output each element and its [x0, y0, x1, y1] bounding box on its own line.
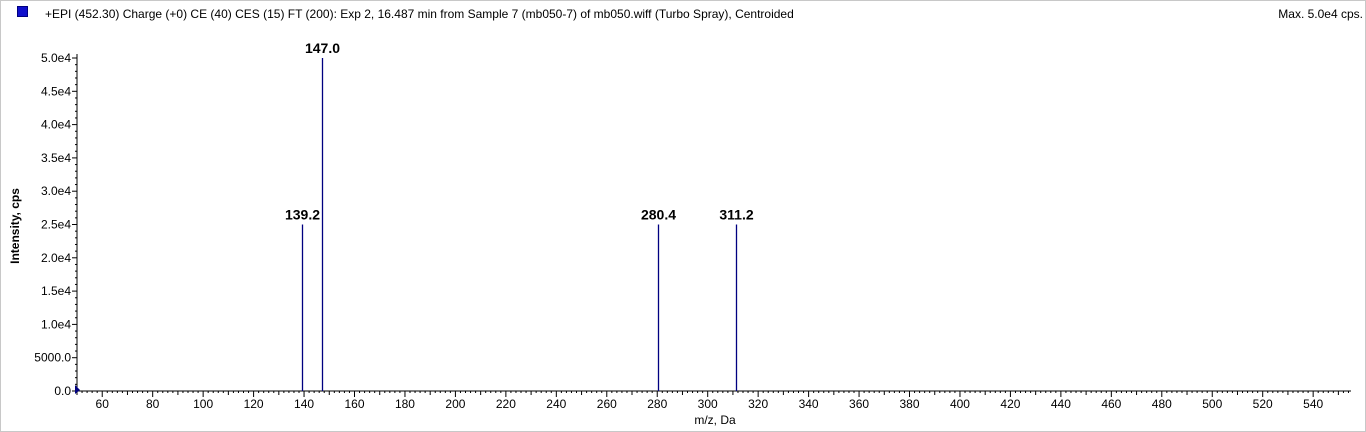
x-tick-label: 140	[294, 397, 314, 411]
x-axis-title: m/z, Da	[694, 413, 736, 427]
peaks: 139.2 147.0 280.4 311.2	[285, 40, 754, 391]
y-tick-label: 5000.0	[34, 351, 71, 365]
x-tick-label: 240	[546, 397, 566, 411]
x-tick-label: 80	[146, 397, 160, 411]
x-tick-label: 120	[244, 397, 264, 411]
y-tick-label: 3.0e4	[41, 184, 71, 198]
x-tick-label: 300	[698, 397, 718, 411]
x-tick-label: 380	[899, 397, 919, 411]
y-tick-label: 2.0e4	[41, 251, 71, 265]
x-tick-label: 340	[799, 397, 819, 411]
peak-label: 139.2	[285, 207, 320, 223]
y-tick-label: 3.5e4	[41, 151, 71, 165]
x-tick-label: 520	[1253, 397, 1273, 411]
origin-marker-icon	[75, 385, 80, 394]
y-tick-label: 4.0e4	[41, 118, 71, 132]
y-tick-label: 5.0e4	[41, 51, 71, 65]
spectrum-title: +EPI (452.30) Charge (+0) CE (40) CES (1…	[45, 7, 794, 21]
peak-label: 280.4	[641, 207, 676, 223]
axes: 60 80 100 120 140 160 180 200 220 240 260 280 300 320…	[34, 51, 1351, 411]
x-tick-label: 440	[1051, 397, 1071, 411]
x-tick-label: 160	[344, 397, 364, 411]
x-tick-label: 320	[748, 397, 768, 411]
x-tick-label: 540	[1303, 397, 1323, 411]
y-tick-label: 1.0e4	[41, 317, 71, 331]
y-axis-title: Intensity, cps	[8, 188, 22, 264]
x-tick-label: 280	[647, 397, 667, 411]
x-tick-label: 220	[496, 397, 516, 411]
spectrum-header: +EPI (452.30) Charge (+0) CE (40) CES (1…	[1, 1, 1366, 29]
x-tick-label: 60	[96, 397, 110, 411]
series-color-swatch[interactable]	[17, 6, 28, 17]
x-tick-label: 200	[445, 397, 465, 411]
y-tick-label: 4.5e4	[41, 84, 71, 98]
max-intensity-label: Max. 5.0e4 cps.	[1278, 7, 1363, 21]
x-tick-label: 360	[849, 397, 869, 411]
x-tick-label: 420	[1000, 397, 1020, 411]
x-tick-label: 480	[1152, 397, 1172, 411]
x-tick-label: 500	[1202, 397, 1222, 411]
x-tick-label: 400	[950, 397, 970, 411]
x-tick-label: 100	[193, 397, 213, 411]
x-tick-label: 460	[1101, 397, 1121, 411]
peak-label: 311.2	[719, 207, 753, 223]
x-tick-label: 260	[597, 397, 617, 411]
y-tick-label: 2.5e4	[41, 218, 71, 232]
peak-label: 147.0	[305, 40, 340, 56]
y-tick-label: 0.0	[54, 384, 71, 398]
y-tick-label: 1.5e4	[41, 284, 71, 298]
x-tick-label: 180	[395, 397, 415, 411]
